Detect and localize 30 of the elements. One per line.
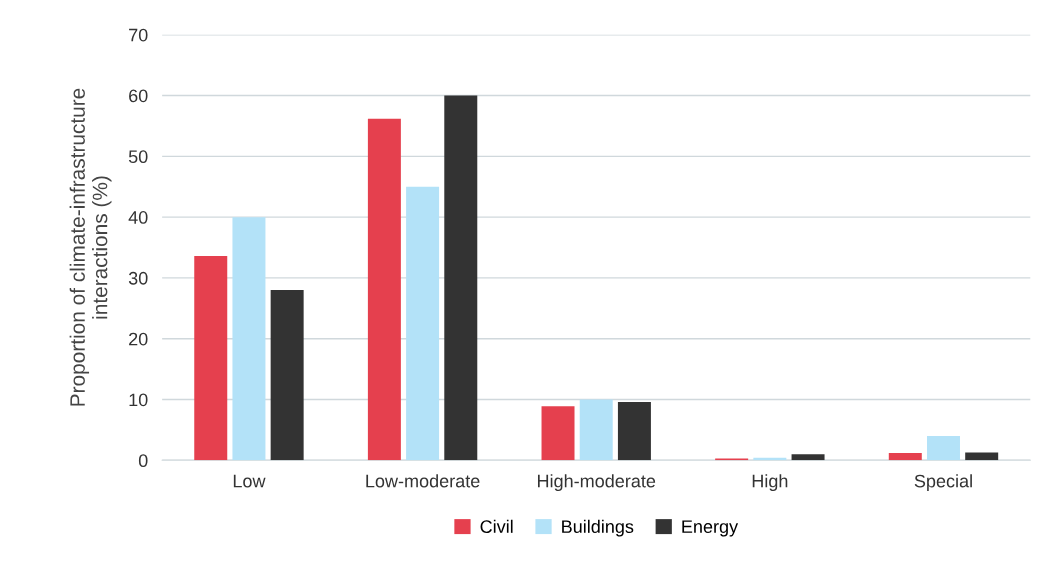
bar xyxy=(791,454,825,461)
bar xyxy=(270,290,304,461)
bar xyxy=(579,399,613,461)
legend-label: Energy xyxy=(682,520,739,537)
legend-label: Civil xyxy=(480,519,513,534)
y-tick-label: 50 xyxy=(128,150,148,164)
bar xyxy=(927,435,960,461)
y-tick-label: 30 xyxy=(128,271,148,285)
x-tick-label: High-moderate xyxy=(537,474,656,492)
y-tick-label: 0 xyxy=(138,454,148,468)
y-tick-label: 20 xyxy=(129,332,148,346)
legend-label: Buildings xyxy=(562,519,634,537)
bar xyxy=(444,95,478,461)
bar xyxy=(617,401,651,461)
y-tick-label: 70 xyxy=(129,28,148,42)
bar xyxy=(888,453,922,461)
y-axis-title: Proportion of climate-infrastructure interactions (%) xyxy=(69,88,112,406)
bar xyxy=(541,406,575,461)
x-tick-label: Low-moderate xyxy=(366,474,480,488)
y-tick-label: 10 xyxy=(129,393,148,407)
bar xyxy=(194,256,228,461)
y-tick-label: 60 xyxy=(129,89,148,103)
x-tick-label: Low xyxy=(233,474,266,488)
x-tick-label: Special xyxy=(914,474,972,492)
bar xyxy=(965,452,999,461)
bar xyxy=(406,186,440,461)
bar xyxy=(232,217,266,461)
x-tick-label: High xyxy=(752,474,788,492)
bar xyxy=(367,118,401,461)
y-tick-label: 40 xyxy=(128,211,148,224)
